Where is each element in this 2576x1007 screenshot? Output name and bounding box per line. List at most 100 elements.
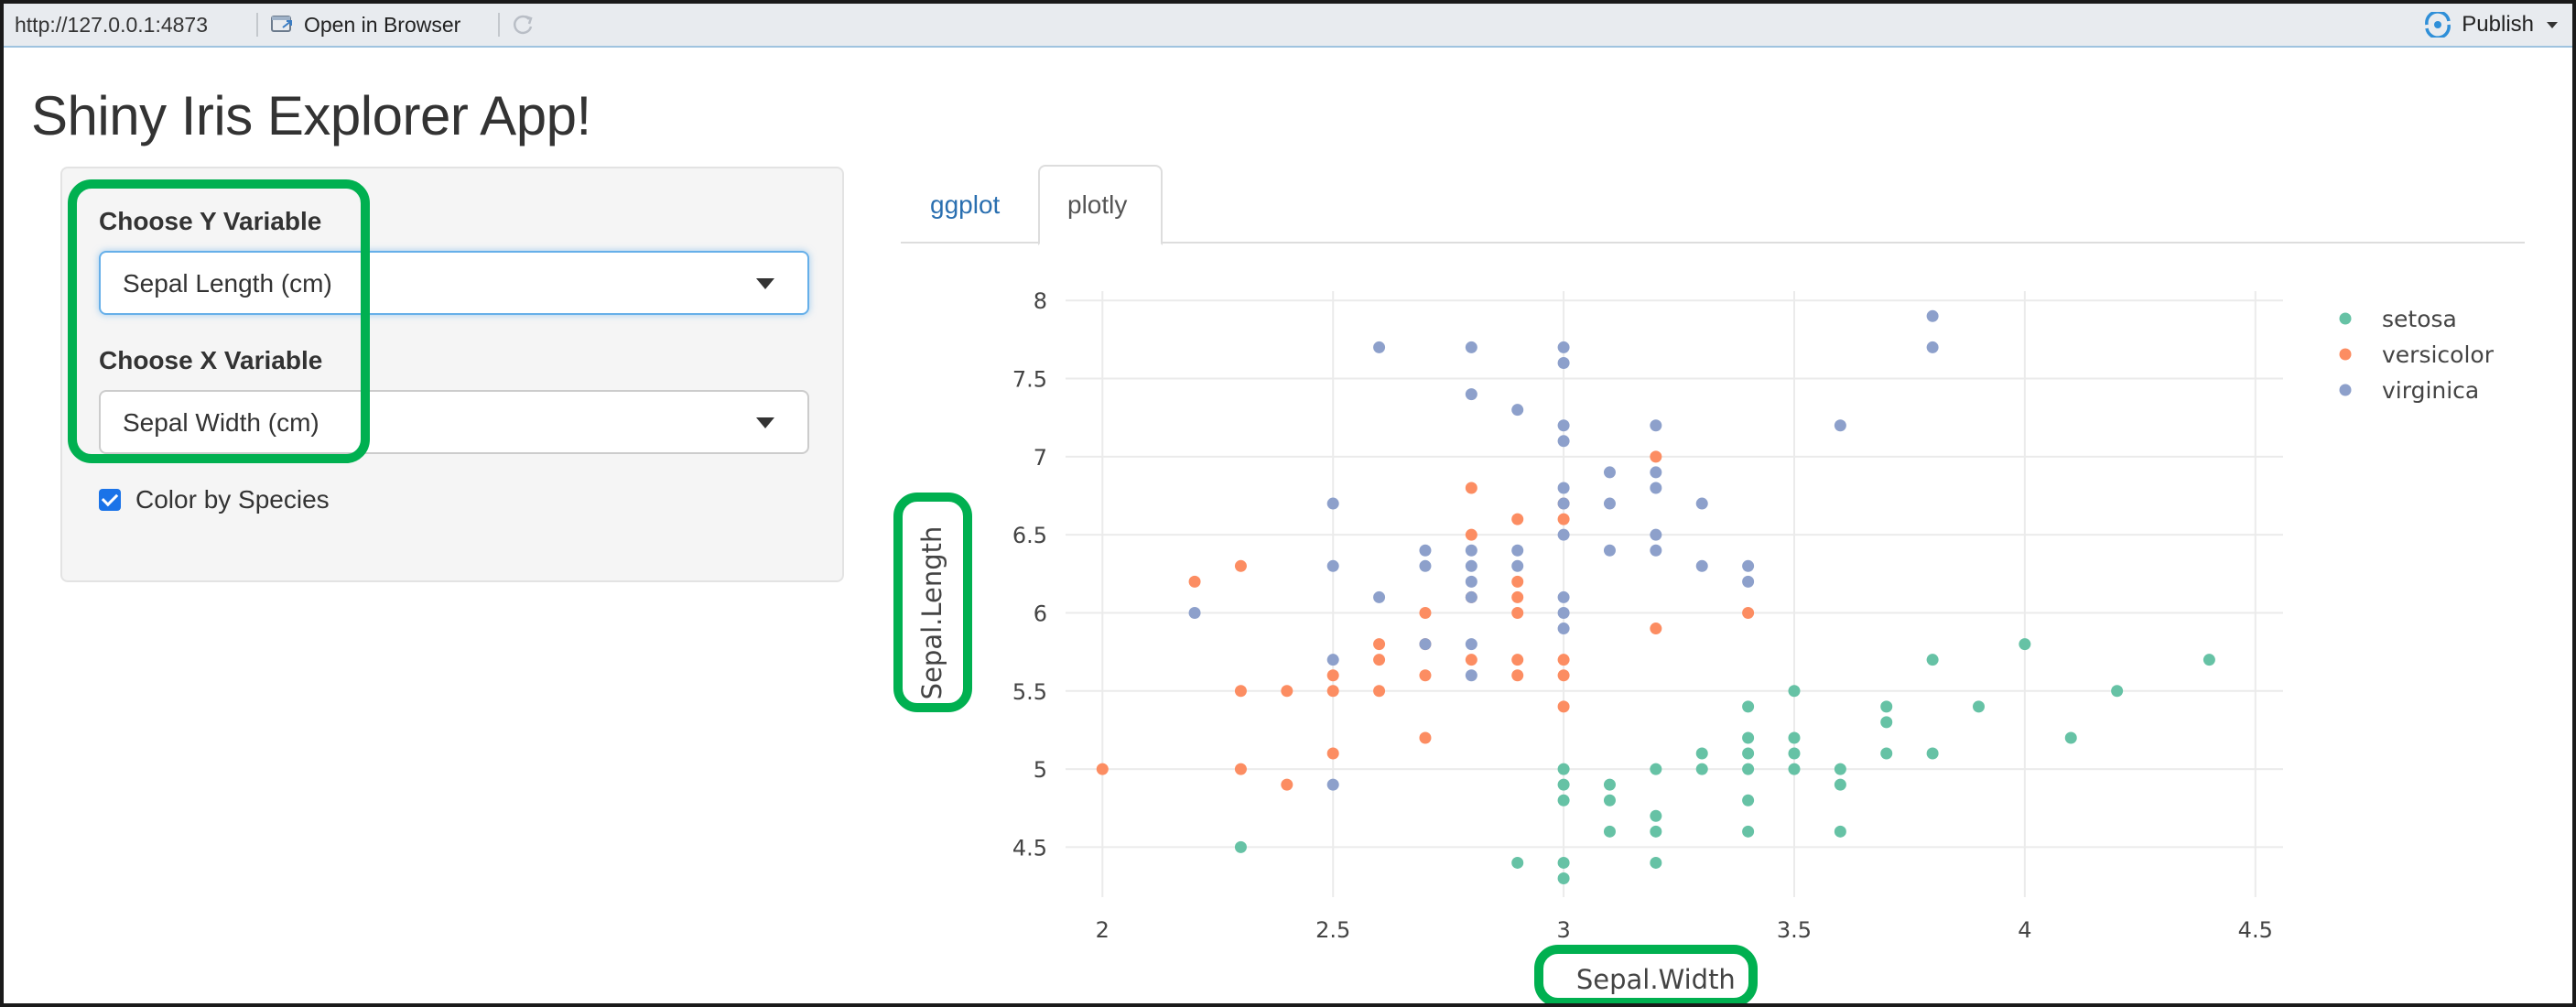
data-point-virginica[interactable] [1326,559,1339,572]
data-point-setosa[interactable] [1557,778,1570,791]
data-point-virginica[interactable] [1419,638,1432,651]
data-point-versicolor[interactable] [1326,747,1339,760]
data-point-versicolor[interactable] [1096,763,1109,775]
data-point-virginica[interactable] [1511,544,1524,557]
data-point-versicolor[interactable] [1511,606,1524,619]
data-point-setosa[interactable] [1742,747,1755,760]
data-point-virginica[interactable] [1650,482,1662,494]
data-point-virginica[interactable] [1557,482,1570,494]
data-point-setosa[interactable] [2019,638,2031,651]
data-point-setosa[interactable] [1603,825,1616,838]
data-point-setosa[interactable] [1788,685,1801,698]
data-point-virginica[interactable] [1557,419,1570,432]
color-by-species-checkbox[interactable] [99,489,121,511]
data-point-virginica[interactable] [1465,590,1477,603]
data-point-versicolor[interactable] [1557,669,1570,682]
data-point-virginica[interactable] [1188,606,1201,619]
data-point-setosa[interactable] [1650,809,1662,822]
data-point-virginica[interactable] [1557,356,1570,369]
data-point-setosa[interactable] [1557,856,1570,869]
data-point-setosa[interactable] [1742,731,1755,744]
data-point-virginica[interactable] [1926,341,1939,353]
data-point-virginica[interactable] [1650,528,1662,541]
chart-legend[interactable]: setosa versicolor virginica [2339,306,2495,404]
data-point-virginica[interactable] [1603,544,1616,557]
data-point-virginica[interactable] [1373,590,1386,603]
tab-ggplot[interactable]: ggplot [930,190,1001,219]
scatter-chart[interactable]: 4.5 5 5.5 6 6.5 7 7.5 8 2 2.5 3 3.5 4 4.5 Sepal.Widt… [901,275,2576,1007]
data-point-setosa[interactable] [1557,794,1570,807]
data-point-setosa[interactable] [1788,763,1801,775]
data-point-setosa[interactable] [1742,794,1755,807]
data-point-setosa[interactable] [1788,731,1801,744]
data-point-virginica[interactable] [1650,466,1662,479]
data-point-virginica[interactable] [1465,575,1477,588]
data-point-versicolor[interactable] [1465,482,1477,494]
data-point-setosa[interactable] [2203,654,2215,666]
data-point-setosa[interactable] [1650,825,1662,838]
data-point-virginica[interactable] [1557,606,1570,619]
data-point-setosa[interactable] [1926,747,1939,760]
data-point-virginica[interactable] [1465,559,1477,572]
data-point-virginica[interactable] [1326,778,1339,791]
data-point-virginica[interactable] [1465,669,1477,682]
data-point-setosa[interactable] [1557,872,1570,885]
data-point-setosa[interactable] [1695,747,1708,760]
data-point-virginica[interactable] [1465,388,1477,401]
data-point-virginica[interactable] [1695,497,1708,510]
data-point-versicolor[interactable] [1326,669,1339,682]
legend-item-setosa[interactable]: setosa [2339,306,2457,332]
data-point-setosa[interactable] [1742,825,1755,838]
data-point-setosa[interactable] [1880,747,1893,760]
data-point-setosa[interactable] [1234,840,1247,853]
data-point-versicolor[interactable] [1511,513,1524,525]
data-point-versicolor[interactable] [1326,685,1339,698]
data-point-setosa[interactable] [1603,778,1616,791]
data-point-setosa[interactable] [1973,700,1985,713]
data-point-virginica[interactable] [1465,544,1477,557]
data-point-setosa[interactable] [1880,700,1893,713]
refresh-button[interactable] [507,9,538,40]
data-point-setosa[interactable] [1834,778,1846,791]
data-point-virginica[interactable] [1511,559,1524,572]
data-point-virginica[interactable] [1557,590,1570,603]
data-point-setosa[interactable] [2064,731,2077,744]
data-point-versicolor[interactable] [1281,778,1293,791]
data-point-virginica[interactable] [1419,544,1432,557]
color-by-species-row[interactable]: Color by Species [99,485,330,514]
open-in-browser-button[interactable]: Open in Browser [271,9,460,40]
data-point-virginica[interactable] [1557,435,1570,448]
plotly-scatter-plot[interactable]: 4.5 5 5.5 6 6.5 7 7.5 8 2 2.5 3 3.5 4 4.5 Sepal.Widt… [901,275,2576,1007]
data-point-versicolor[interactable] [1465,528,1477,541]
data-point-virginica[interactable] [1557,528,1570,541]
data-point-versicolor[interactable] [1511,590,1524,603]
y-variable-select[interactable]: Sepal Length (cm) [99,251,809,315]
data-point-versicolor[interactable] [1373,654,1386,666]
data-point-virginica[interactable] [1557,341,1570,353]
data-point-versicolor[interactable] [1234,685,1247,698]
data-point-versicolor[interactable] [1419,606,1432,619]
data-point-virginica[interactable] [1926,309,1939,322]
data-point-versicolor[interactable] [1511,669,1524,682]
data-point-virginica[interactable] [1326,654,1339,666]
data-point-versicolor[interactable] [1281,685,1293,698]
data-point-virginica[interactable] [1557,497,1570,510]
data-point-versicolor[interactable] [1742,606,1755,619]
legend-item-virginica[interactable]: virginica [2339,377,2480,404]
data-point-versicolor[interactable] [1373,638,1386,651]
data-point-setosa[interactable] [1650,856,1662,869]
data-point-setosa[interactable] [1926,654,1939,666]
data-point-versicolor[interactable] [1557,513,1570,525]
data-point-versicolor[interactable] [1188,575,1201,588]
data-point-versicolor[interactable] [1465,654,1477,666]
data-point-virginica[interactable] [1557,623,1570,635]
data-point-virginica[interactable] [1511,404,1524,417]
x-variable-select[interactable]: Sepal Width (cm) [99,390,809,454]
data-point-setosa[interactable] [1603,794,1616,807]
data-point-setosa[interactable] [1557,763,1570,775]
data-point-versicolor[interactable] [1650,623,1662,635]
data-point-versicolor[interactable] [1557,654,1570,666]
data-point-virginica[interactable] [1603,497,1616,510]
data-point-setosa[interactable] [1742,763,1755,775]
data-point-versicolor[interactable] [1650,450,1662,463]
